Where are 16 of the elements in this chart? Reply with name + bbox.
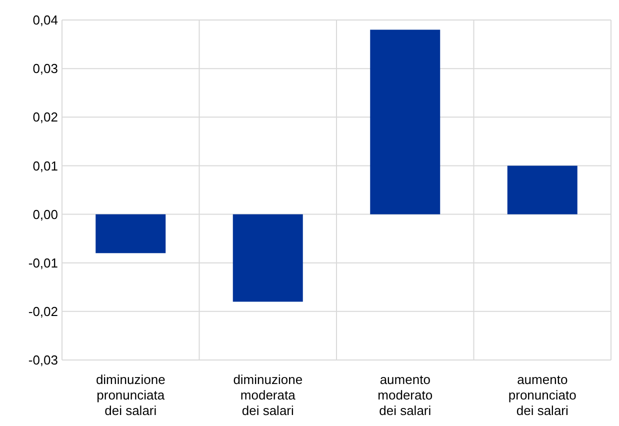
x-tick-label: aumento pronunciato dei salari (508, 372, 576, 418)
y-tick-label: -0,01 (28, 255, 58, 270)
y-tick-label: -0,02 (28, 304, 58, 319)
bar (96, 214, 166, 254)
y-tick-label: 0,01 (32, 158, 58, 174)
x-tick-label: diminuzione pronunciata dei salari (96, 372, 166, 418)
x-tick-label: diminuzione moderata dei salari (233, 372, 303, 418)
y-tick-label: 0,00 (32, 206, 58, 222)
y-tick-label: -0,03 (28, 352, 58, 368)
bar (232, 214, 303, 302)
y-tick-label: 0,04 (32, 12, 58, 28)
y-tick-label: 0,02 (32, 110, 58, 125)
bar (370, 30, 440, 214)
x-tick-label: aumento moderato dei salari (378, 372, 433, 418)
bar (507, 166, 578, 214)
y-tick-label: 0,03 (32, 61, 58, 76)
